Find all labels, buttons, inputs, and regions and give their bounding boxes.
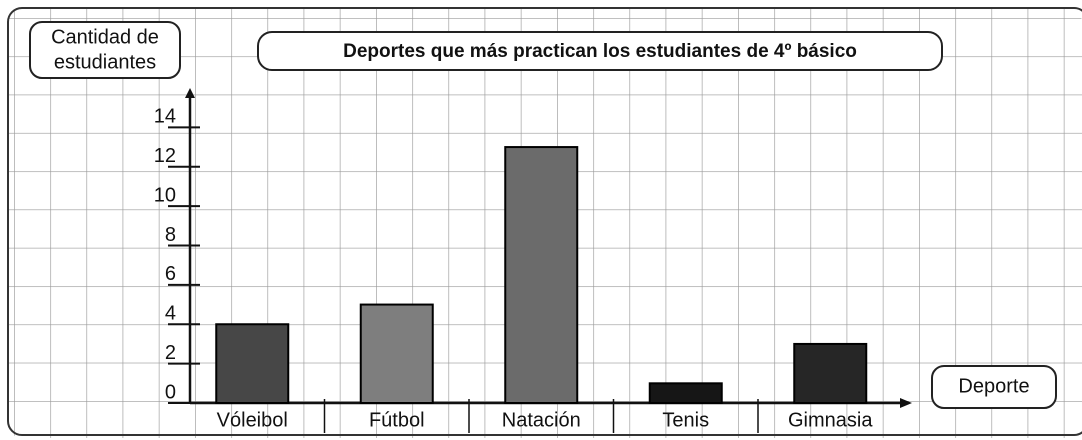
x-label-box: [931, 365, 1057, 409]
y-tick-label: 10: [154, 184, 176, 206]
bar: [359, 303, 434, 404]
x-tick-label: Natación: [502, 409, 581, 431]
title-box: [257, 31, 943, 71]
bar: [215, 323, 290, 404]
bar: [793, 342, 868, 404]
y-tick-label: 14: [154, 106, 176, 128]
x-axis-arrow: [900, 398, 912, 408]
y-axis-label: estudiantes: [54, 51, 156, 73]
x-tick-label: Fútbol: [369, 409, 425, 431]
bar: [504, 146, 579, 404]
x-tick-label: Tenis: [662, 409, 709, 431]
y-tick-label: 8: [165, 224, 176, 246]
x-axis-label: Deporte: [958, 375, 1029, 397]
x-tick-label: Vóleibol: [217, 409, 288, 431]
x-tick-label: Gimnasia: [788, 409, 873, 431]
y-axis-label: Cantidad de: [51, 26, 159, 48]
y-tick-label: 12: [154, 145, 176, 167]
bar: [648, 382, 723, 404]
frame: [7, 7, 1082, 436]
y-tick-label: 6: [165, 263, 176, 285]
y-tick-label: 4: [165, 303, 176, 325]
y-tick-label: 2: [165, 342, 176, 364]
y-label-box: [29, 21, 181, 79]
chart-title: Deportes que más practican los estudiant…: [343, 41, 857, 62]
y-axis-arrow: [185, 88, 195, 98]
y-tick-label: 0: [165, 381, 176, 403]
